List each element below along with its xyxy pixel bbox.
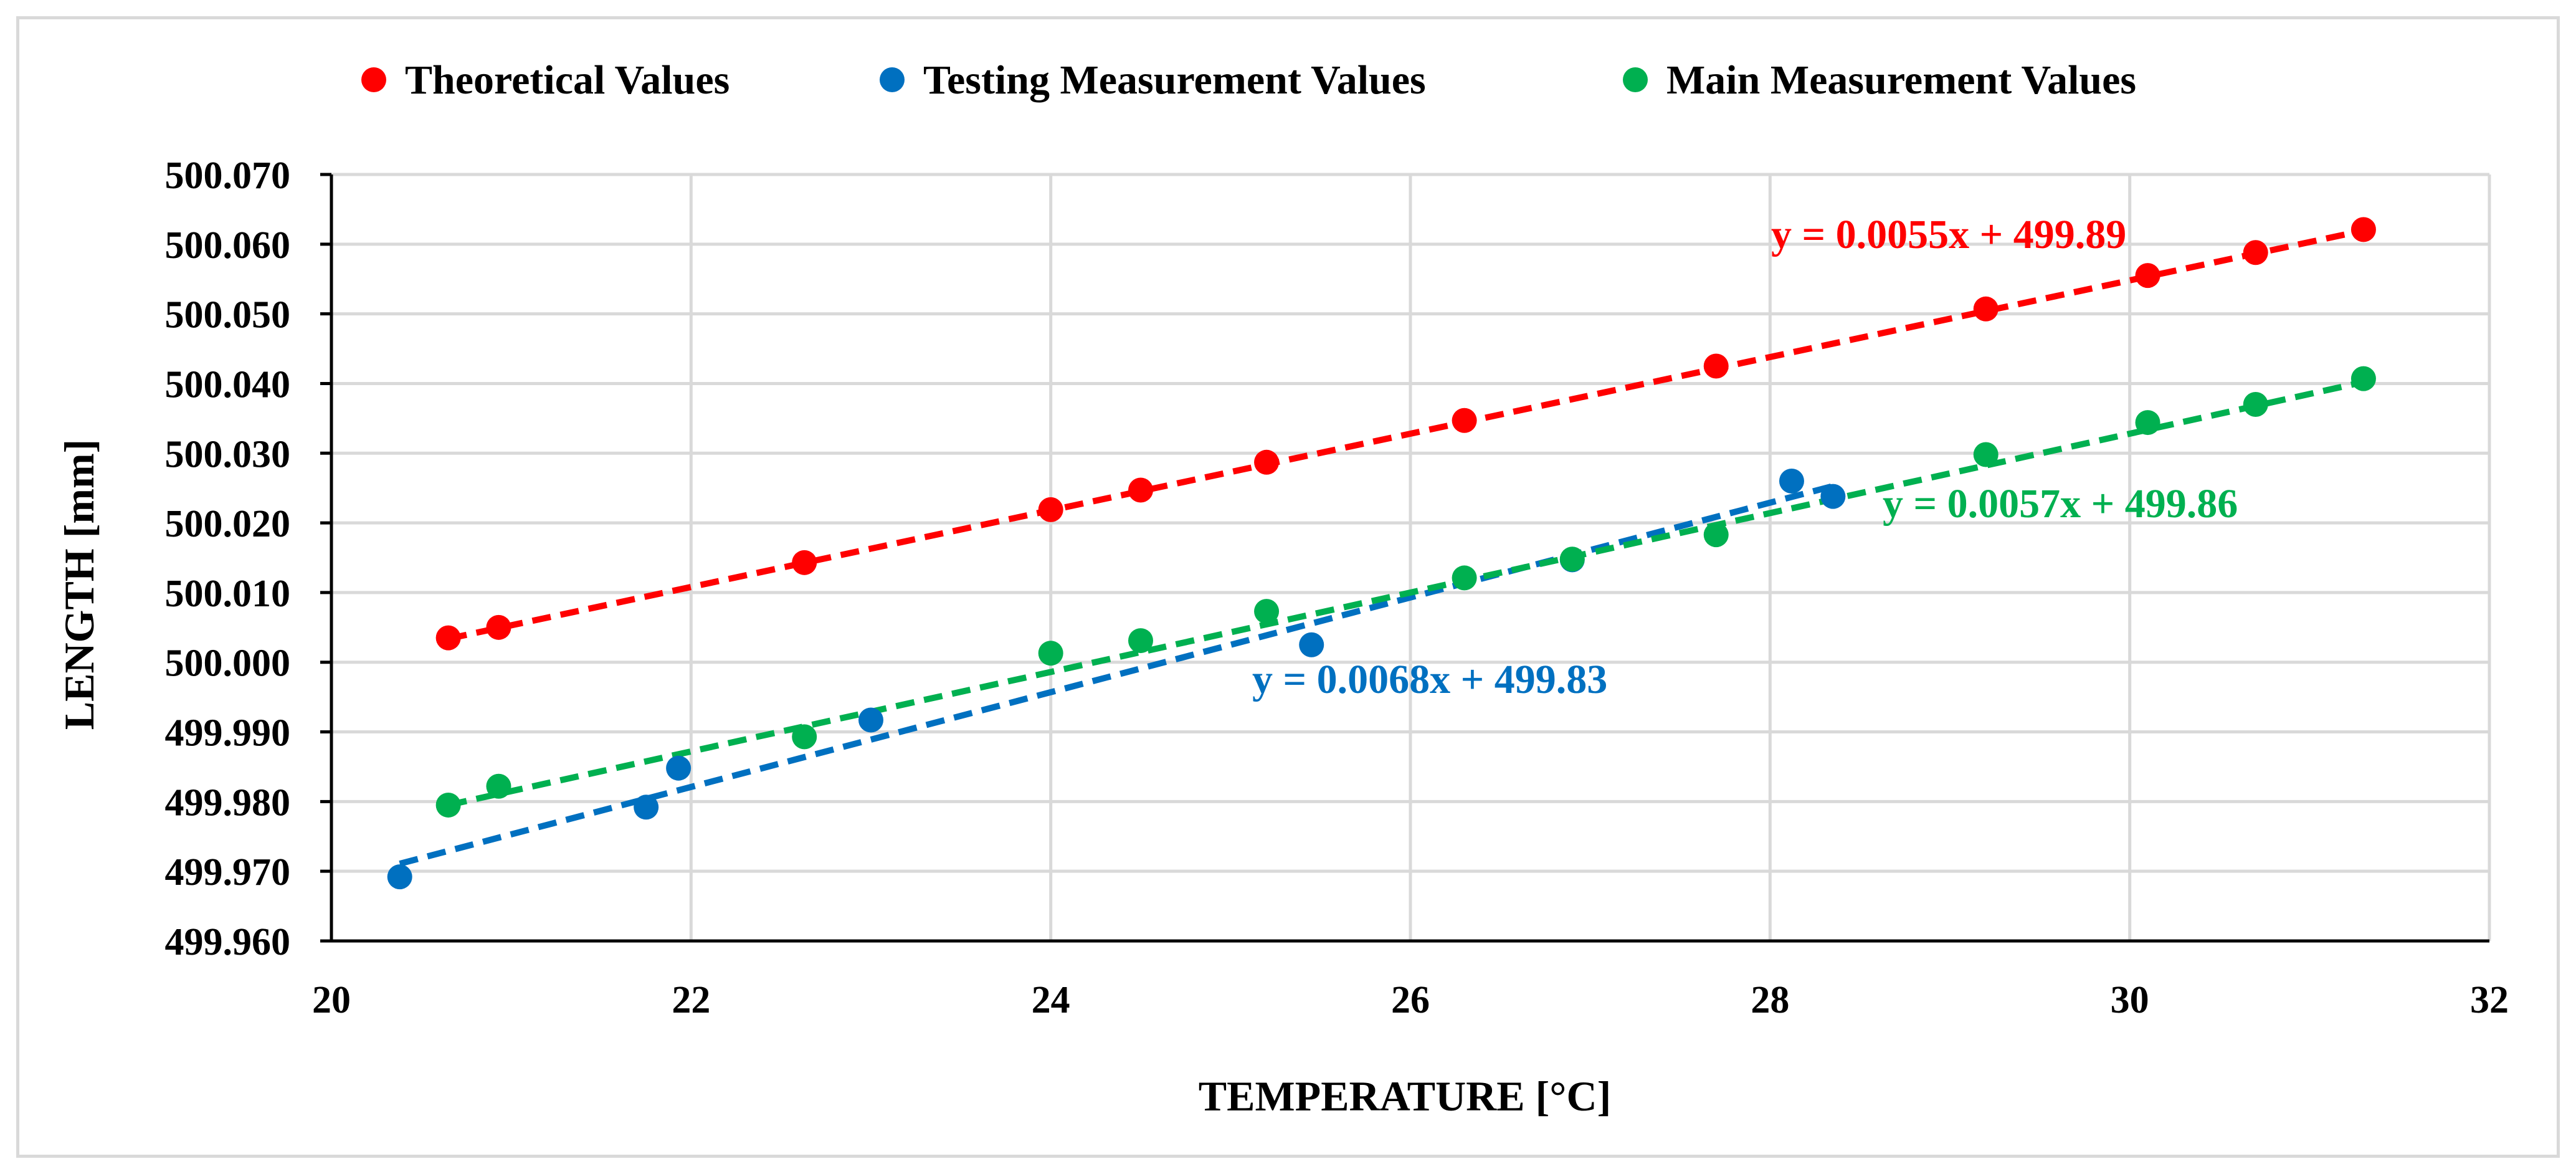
data-point-series-1	[387, 864, 412, 890]
data-point-series-1	[1820, 484, 1846, 509]
label-layer: TEMPERATURE [°C] LENGTH [mm] y = 0.0055x…	[55, 212, 2238, 1120]
x-tick-label: 32	[2470, 979, 2509, 1021]
data-point-series-2	[435, 792, 461, 818]
y-tick-label: 500.070	[165, 155, 291, 197]
data-point-series-2	[1973, 442, 1999, 467]
data-point-series-2	[1128, 628, 1153, 654]
legend-marker	[1623, 67, 1648, 92]
x-tick-label: 20	[312, 979, 351, 1021]
x-tick-label: 28	[1751, 979, 1789, 1021]
data-point-series-2	[1038, 641, 1063, 666]
y-tick-label: 500.030	[165, 433, 291, 475]
data-point-series-0	[1038, 497, 1063, 522]
trendline-equation-label: y = 0.0068x + 499.83	[1252, 657, 1607, 702]
trendline-equation-label: y = 0.0055x + 499.89	[1771, 212, 2126, 257]
data-point-series-1	[1779, 469, 1804, 494]
data-point-series-2	[792, 724, 817, 750]
y-tick-label: 499.980	[165, 781, 291, 824]
data-point-series-0	[792, 550, 817, 575]
trendline-layer	[399, 227, 2365, 867]
legend-item: Theoretical Values	[361, 57, 730, 103]
data-point-layer	[387, 217, 2376, 890]
legend-marker	[880, 67, 905, 92]
x-tick-label: 26	[1391, 979, 1430, 1021]
legend-label: Main Measurement Values	[1666, 57, 2136, 103]
x-tick-label: 30	[2111, 979, 2149, 1021]
legend-label: Theoretical Values	[405, 57, 730, 103]
data-point-series-2	[2135, 410, 2160, 436]
y-tick-label: 499.990	[165, 712, 291, 755]
y-tick-label: 500.000	[165, 642, 291, 685]
data-point-series-2	[1452, 565, 1477, 591]
data-point-series-0	[1973, 296, 1999, 322]
data-point-series-2	[1559, 546, 1585, 572]
y-tick-label: 500.040	[165, 363, 291, 406]
data-point-series-1	[634, 795, 659, 820]
y-tick-label: 500.060	[165, 224, 291, 267]
trendline-equation-label: y = 0.0057x + 499.86	[1883, 481, 2238, 527]
grid-layer	[330, 173, 2491, 943]
data-point-series-0	[2135, 263, 2160, 289]
legend-label: Testing Measurement Values	[923, 57, 1426, 103]
data-point-series-2	[486, 773, 511, 799]
axes-layer: 499.960 499.970 499.980 499.990 500.000 500.0…	[165, 155, 2509, 1021]
trendline-series-0	[447, 227, 2364, 642]
data-point-series-0	[1452, 408, 1477, 433]
legend-item: Main Measurement Values	[1623, 57, 2136, 103]
data-point-series-0	[435, 625, 461, 651]
chart-frame	[16, 16, 2560, 1158]
x-tick-label: 22	[672, 979, 710, 1021]
data-point-series-0	[1128, 477, 1153, 503]
y-tick-label: 500.020	[165, 503, 291, 545]
data-point-series-2	[1254, 599, 1280, 624]
trendline-series-2	[447, 379, 2365, 808]
data-point-series-2	[2243, 392, 2268, 417]
data-point-series-2	[2350, 366, 2376, 391]
data-point-series-1	[858, 707, 883, 733]
y-tick-label: 500.010	[165, 573, 291, 615]
x-axis-title: TEMPERATURE [°C]	[1199, 1072, 1611, 1120]
data-point-series-2	[1703, 522, 1729, 548]
x-tick-label: 24	[1032, 979, 1070, 1021]
data-point-series-0	[1703, 353, 1729, 379]
data-point-series-1	[1299, 632, 1324, 657]
data-point-series-0	[1254, 449, 1280, 475]
trendline-series-1	[399, 483, 1834, 867]
data-point-series-1	[666, 755, 692, 781]
y-axis-title: LENGTH [mm]	[55, 439, 103, 730]
data-point-series-0	[2243, 240, 2268, 265]
legend: Theoretical Values Testing Measurement Va…	[361, 57, 2136, 103]
data-point-series-0	[486, 614, 511, 640]
y-tick-label: 499.970	[165, 851, 291, 894]
legend-item: Testing Measurement Values	[880, 57, 1426, 103]
y-tick-label: 500.050	[165, 294, 291, 336]
legend-marker	[361, 67, 386, 92]
y-tick-label: 499.960	[165, 921, 291, 963]
data-point-series-0	[2350, 217, 2376, 242]
